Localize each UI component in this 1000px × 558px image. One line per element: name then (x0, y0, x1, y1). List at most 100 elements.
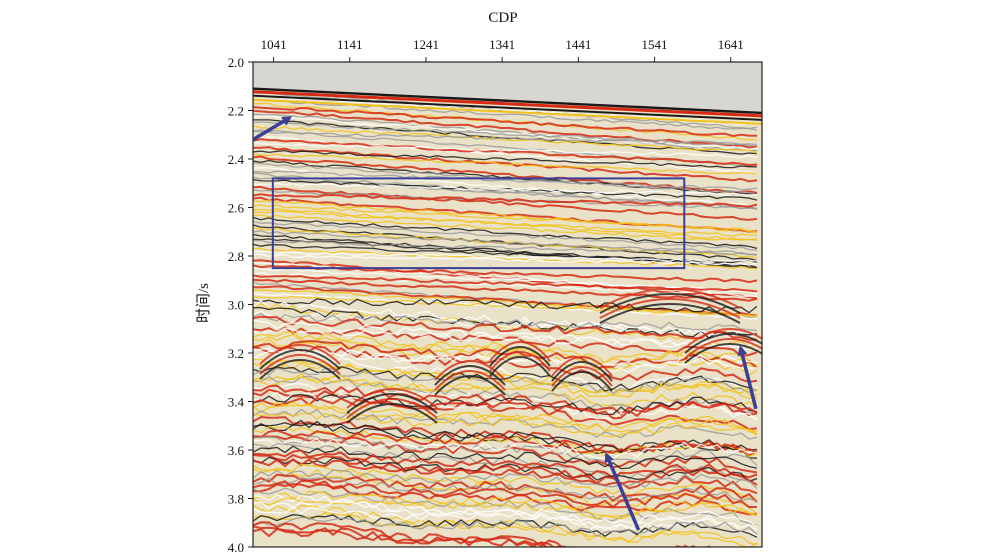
highlight-box (271, 177, 686, 270)
reflector-line (253, 185, 758, 221)
diffraction-arch (489, 341, 551, 362)
reflector-line (253, 458, 758, 486)
reflector-line (253, 130, 758, 147)
reflector-line (253, 146, 758, 183)
reflector-line (253, 412, 758, 438)
reflector-line (253, 278, 758, 302)
reflector-line (253, 182, 758, 196)
diffraction-arch (551, 366, 613, 387)
diffraction-arch (346, 398, 438, 419)
reflector-line (253, 516, 758, 538)
seafloor-reflector (253, 90, 762, 118)
y-tick-label: 3.2 (228, 346, 244, 361)
reflector-line (253, 504, 758, 547)
reflector-line (253, 512, 758, 546)
reflector-line (253, 149, 758, 169)
reflector-line (253, 497, 758, 520)
reflector-line (253, 453, 758, 495)
reflector-line (253, 404, 758, 433)
reflector-line (253, 137, 758, 167)
reflector-line (253, 253, 758, 266)
y-tick-label: 3.0 (228, 298, 244, 313)
reflector-line (253, 528, 690, 547)
x-tick-label: 1041 (261, 37, 287, 52)
x-axis-ticks: 1041 1141 1241 1341 1441 1541 1641 (261, 37, 744, 62)
reflector-line (253, 193, 758, 208)
reflector-line (253, 393, 758, 416)
reflector-line (253, 220, 758, 251)
y-tick-label: 2.6 (228, 201, 245, 216)
diffraction-arch (346, 393, 438, 414)
reflector-line (253, 334, 758, 369)
diffraction-arch (346, 403, 438, 424)
x-tick-label: 1141 (337, 37, 363, 52)
diffraction-arch (684, 328, 762, 349)
seafloor-reflector (253, 98, 762, 125)
x-tick-label: 1641 (718, 37, 744, 52)
reflector-line (253, 396, 758, 420)
y-tick-label: 2.4 (228, 152, 245, 167)
seismic-section (253, 62, 762, 547)
reflector-line (253, 419, 758, 452)
reflector-line (253, 170, 758, 191)
diffraction-arch (259, 344, 341, 365)
reflector-line (253, 438, 758, 459)
annotation-arrow (604, 452, 641, 531)
diffraction-arch (599, 293, 741, 314)
reflector-line (253, 435, 758, 466)
diffraction-arch (599, 298, 741, 319)
x-tick-label: 1441 (565, 37, 591, 52)
reflector-line (253, 449, 758, 479)
reflector-line (253, 310, 758, 338)
reflector-line (253, 214, 758, 241)
reflector-line (253, 124, 758, 154)
reflector-line (253, 313, 758, 332)
y-tick-label: 2.0 (228, 55, 244, 70)
diffraction-arch (551, 371, 613, 392)
annotation-arrow (737, 345, 758, 410)
diffraction-arch (489, 351, 551, 372)
reflector-line (253, 327, 758, 349)
reflector-line (253, 445, 758, 470)
reflector-line (253, 266, 758, 294)
annotation-arrows (252, 116, 758, 531)
reflector-line (253, 506, 758, 531)
x-axis-title: CDP (488, 10, 517, 26)
reflector-line (253, 467, 758, 515)
y-axis-title: 时间/s (195, 283, 212, 323)
reflector-line (253, 207, 758, 242)
reflector-line (253, 429, 758, 455)
reflector-line (253, 358, 758, 400)
diffraction-arch (489, 346, 551, 367)
diffraction-arch (684, 338, 762, 359)
reflector-line (253, 376, 758, 398)
diffraction-arch (551, 356, 613, 377)
x-tick-label: 1341 (489, 37, 515, 52)
y-tick-label: 2.8 (228, 249, 244, 264)
diffraction-arch (684, 343, 762, 364)
reflector-line (253, 247, 758, 270)
reflector-line (253, 521, 685, 547)
x-tick-label: 1541 (642, 37, 668, 52)
diffraction-arch (684, 333, 762, 354)
reflector-line (253, 106, 758, 138)
reflector-line (253, 315, 758, 341)
reflector-line (253, 176, 758, 210)
reflector-line (253, 239, 758, 256)
annotation-arrow (252, 116, 293, 142)
reflector-line (253, 477, 758, 504)
diffraction-arch (259, 349, 341, 370)
reflector-line (253, 153, 758, 175)
y-tick-label: 3.6 (228, 443, 245, 458)
reflector-line (253, 501, 758, 528)
diffraction-arch (599, 303, 741, 324)
seafloor-reflector (253, 94, 762, 121)
reflector-line (253, 250, 758, 263)
diffraction-arch (599, 288, 741, 309)
reflector-line (253, 210, 758, 237)
diffraction-arch (259, 354, 341, 375)
y-tick-label: 3.4 (228, 395, 245, 410)
reflector-line (253, 113, 758, 152)
diffraction-arch (434, 370, 506, 391)
